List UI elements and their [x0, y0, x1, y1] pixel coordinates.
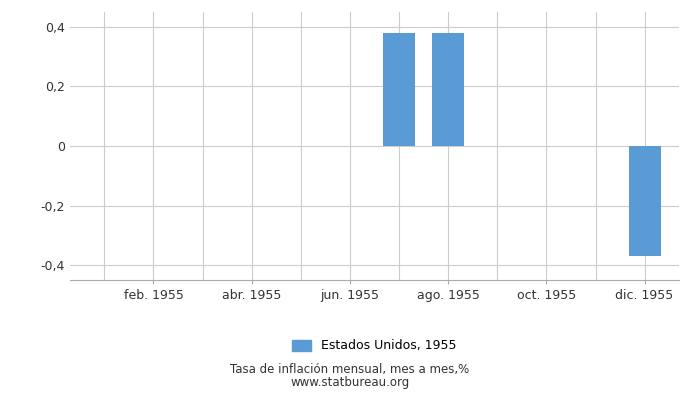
Text: Tasa de inflación mensual, mes a mes,%: Tasa de inflación mensual, mes a mes,%: [230, 364, 470, 376]
Bar: [383, 33, 415, 146]
Text: www.statbureau.org: www.statbureau.org: [290, 376, 410, 389]
Bar: [629, 146, 661, 256]
Bar: [432, 33, 464, 146]
Legend: Estados Unidos, 1955: Estados Unidos, 1955: [288, 334, 461, 358]
